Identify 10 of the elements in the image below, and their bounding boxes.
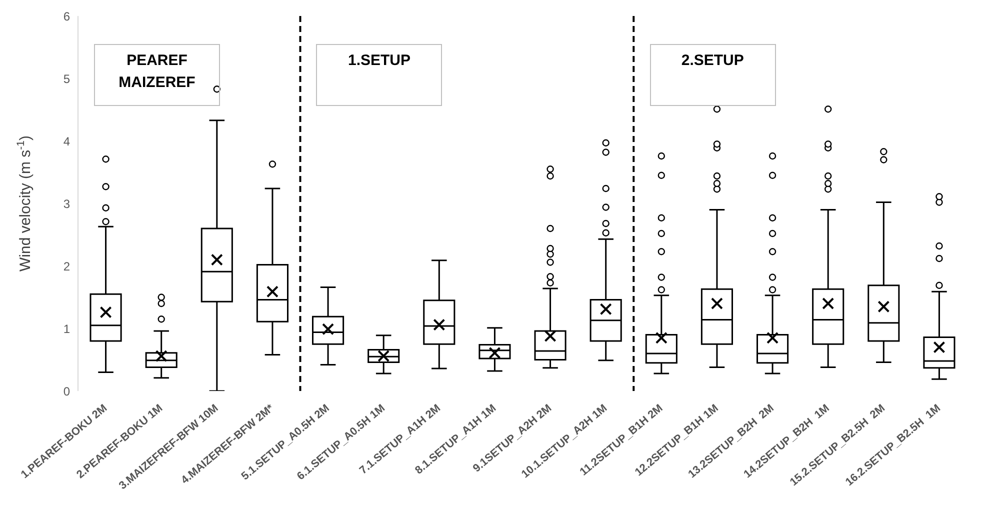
annotation: 2.SETUP	[680, 51, 745, 72]
y-tick-label: 2	[63, 259, 70, 274]
y-tick-label: 5	[63, 72, 70, 86]
y-tick-label: 1	[63, 322, 70, 336]
annotation: 1.SETUP	[346, 51, 412, 72]
annotation: PEAREF MAIZEREF	[118, 51, 196, 94]
y-tick-label: 3	[63, 196, 70, 211]
y-tick-label: 0	[63, 384, 70, 398]
y-tick-label: 6	[63, 9, 70, 24]
y-tick-label: 4	[63, 134, 70, 148]
